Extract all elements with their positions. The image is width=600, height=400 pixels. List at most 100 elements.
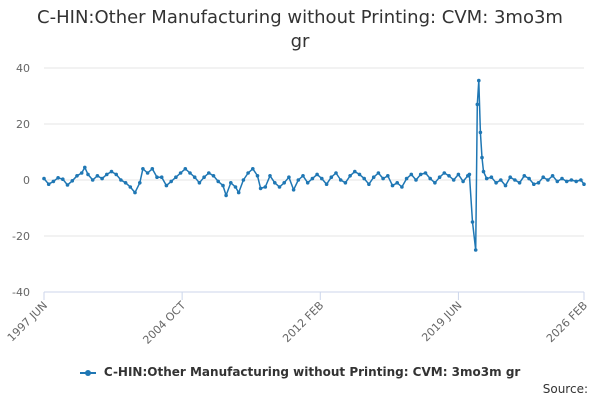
data-point[interactable] [150,167,155,171]
data-point[interactable] [550,174,555,178]
data-point[interactable] [287,175,291,179]
data-point[interactable] [503,183,508,188]
data-point[interactable] [221,183,225,188]
data-point[interactable] [400,185,404,189]
data-point[interactable] [216,179,220,184]
data-point[interactable] [183,167,188,171]
data-point[interactable] [477,78,481,83]
data-point[interactable] [233,185,238,189]
data-point[interactable] [367,182,371,186]
data-point[interactable] [159,175,164,179]
data-point[interactable] [541,175,545,179]
data-point[interactable] [461,179,465,184]
data-point[interactable] [574,179,578,184]
data-point[interactable] [241,178,246,182]
data-point[interactable] [258,186,263,191]
data-point[interactable] [128,185,133,189]
data-point[interactable] [381,176,385,181]
data-point[interactable] [310,176,315,181]
data-point[interactable] [456,172,461,177]
data-point[interactable] [338,178,343,182]
data-point[interactable] [473,248,478,252]
data-point[interactable] [155,175,159,179]
data-point[interactable] [90,178,95,182]
data-point[interactable] [353,169,357,174]
data-point[interactable] [560,176,564,181]
data-point[interactable] [334,171,338,175]
data-point[interactable] [164,183,169,188]
data-point[interactable] [579,178,583,182]
data-point[interactable] [481,169,486,174]
data-point[interactable] [536,181,541,185]
data-point[interactable] [437,175,442,179]
data-point[interactable] [133,190,137,195]
data-point[interactable] [414,178,418,182]
data-point[interactable] [494,181,498,185]
data-point[interactable] [315,172,319,177]
data-point[interactable] [192,175,197,179]
data-point[interactable] [109,169,114,174]
data-point[interactable] [169,179,173,184]
data-point[interactable] [582,182,586,186]
data-point[interactable] [211,174,216,178]
data-point[interactable] [174,175,178,179]
data-point[interactable] [42,176,46,181]
data-point[interactable] [236,190,241,195]
data-point[interactable] [100,176,104,181]
data-point[interactable] [357,172,362,177]
data-point[interactable] [178,171,183,175]
data-point[interactable] [470,220,475,224]
data-point[interactable] [246,171,250,175]
data-point[interactable] [362,176,367,181]
data-point[interactable] [532,182,536,186]
data-point[interactable] [301,174,305,178]
data-point[interactable] [480,155,484,160]
data-point[interactable] [119,178,123,182]
data-point[interactable] [329,175,334,179]
data-point[interactable] [268,174,272,178]
data-point[interactable] [320,176,324,181]
data-point[interactable] [390,183,395,188]
data-point[interactable] [291,188,296,192]
data-point[interactable] [508,175,512,179]
data-point[interactable] [51,179,56,184]
data-point[interactable] [478,130,483,135]
data-point[interactable] [123,181,128,185]
data-point[interactable] [46,182,51,186]
data-point[interactable] [433,181,437,185]
data-point[interactable] [141,167,145,171]
data-point[interactable] [418,172,423,177]
data-point[interactable] [409,172,414,177]
data-point[interactable] [70,179,75,183]
data-point[interactable] [145,171,150,175]
data-point[interactable] [386,174,390,178]
data-point[interactable] [79,171,84,175]
data-point[interactable] [251,167,255,171]
data-point[interactable] [447,174,451,178]
data-point[interactable] [114,172,118,177]
data-point[interactable] [527,176,531,181]
data-point[interactable] [475,102,480,107]
data-point[interactable] [305,181,310,185]
data-point[interactable] [229,181,233,185]
data-point[interactable] [569,178,574,182]
data-point[interactable] [489,175,494,179]
data-point[interactable] [277,185,282,189]
data-point[interactable] [428,176,433,181]
data-point[interactable] [499,178,503,182]
data-point[interactable] [56,176,60,180]
data-point[interactable] [376,171,381,175]
data-point[interactable] [564,179,569,184]
data-point[interactable] [484,176,489,181]
data-point[interactable] [282,181,287,185]
data-point[interactable] [513,178,517,182]
data-point[interactable] [224,193,228,198]
data-point[interactable] [517,181,522,185]
data-point[interactable] [138,181,142,185]
data-point[interactable] [395,181,400,185]
data-point[interactable] [202,175,206,179]
data-point[interactable] [296,178,301,182]
data-point[interactable] [522,174,527,178]
data-point[interactable] [263,185,268,189]
data-point[interactable] [343,181,348,185]
